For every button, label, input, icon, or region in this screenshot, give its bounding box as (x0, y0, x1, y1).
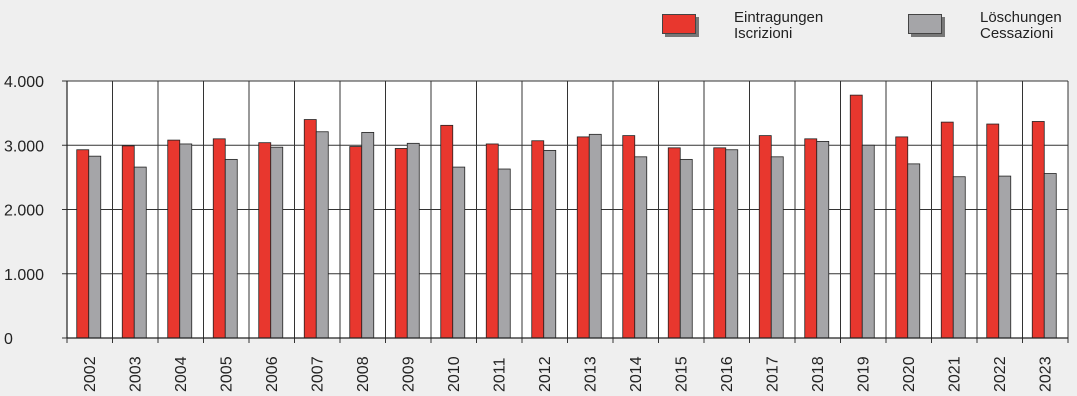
bar-eintragungen (850, 95, 862, 338)
bar-eintragungen (441, 125, 453, 338)
bar-loeschungen (589, 134, 601, 338)
x-tick-label: 2019 (855, 356, 872, 392)
bar-loeschungen (180, 144, 192, 338)
bar-eintragungen (805, 139, 817, 338)
bar-loeschungen (817, 141, 829, 338)
bar-eintragungen (168, 140, 180, 338)
bar-loeschungen (134, 167, 146, 338)
bar-eintragungen (987, 124, 999, 338)
bar-loeschungen (407, 143, 419, 338)
bar-eintragungen (941, 122, 953, 338)
bar-loeschungen (225, 159, 237, 338)
x-tick-label: 2005 (218, 356, 235, 392)
x-tick-label: 2006 (264, 356, 281, 392)
x-tick-label: 2020 (901, 356, 918, 392)
bar-loeschungen (1044, 174, 1056, 338)
x-tick-label: 2023 (1037, 356, 1054, 392)
x-tick-label: 2013 (582, 356, 599, 392)
x-tick-label: 2021 (946, 356, 963, 392)
bar-eintragungen (77, 150, 89, 338)
bar-loeschungen (635, 157, 647, 338)
x-tick-label: 2018 (810, 356, 827, 392)
y-tick-label: 1.000 (4, 267, 44, 284)
x-tick-label: 2002 (82, 356, 99, 392)
bar-eintragungen (896, 137, 908, 338)
bar-eintragungen (623, 136, 635, 338)
y-tick-label: 3.000 (4, 138, 44, 155)
x-tick-label: 2017 (764, 356, 781, 392)
y-tick-label: 4.000 (4, 74, 44, 91)
bar-loeschungen (453, 167, 465, 338)
y-tick-label: 2.000 (4, 203, 44, 220)
x-tick-label: 2016 (719, 356, 736, 392)
bar-eintragungen (532, 141, 544, 338)
bar-eintragungen (350, 147, 362, 338)
x-tick-label: 2022 (992, 356, 1009, 392)
x-tick-label: 2009 (400, 356, 417, 392)
bar-loeschungen (908, 164, 920, 338)
x-tick-label: 2007 (309, 356, 326, 392)
x-tick-label: 2010 (446, 356, 463, 392)
bar-loeschungen (999, 176, 1011, 338)
x-tick-label: 2008 (355, 356, 372, 392)
bar-loeschungen (953, 177, 965, 338)
bar-loeschungen (544, 150, 556, 338)
x-tick-label: 2011 (491, 357, 508, 392)
bar-loeschungen (362, 132, 374, 338)
bar-eintragungen (304, 120, 316, 338)
bar-eintragungen (395, 148, 407, 338)
bar-loeschungen (862, 145, 874, 338)
bar-eintragungen (122, 146, 134, 338)
bar-loeschungen (680, 159, 692, 338)
bar-eintragungen (668, 148, 680, 338)
y-tick-label: 0 (4, 331, 13, 348)
x-tick-label: 2003 (127, 356, 144, 392)
bar-loeschungen (89, 156, 101, 338)
bar-loeschungen (726, 150, 738, 338)
bar-loeschungen (316, 132, 328, 338)
bar-eintragungen (1032, 121, 1044, 338)
bar-eintragungen (213, 139, 225, 338)
bar-eintragungen (259, 143, 271, 338)
bar-eintragungen (759, 136, 771, 338)
x-tick-label: 2014 (628, 356, 645, 392)
bar-loeschungen (498, 169, 510, 338)
x-tick-label: 2004 (173, 356, 190, 392)
bar-eintragungen (714, 148, 726, 338)
x-tick-label: 2012 (537, 356, 554, 392)
bar-loeschungen (271, 147, 283, 338)
bar-loeschungen (771, 157, 783, 338)
bar-eintragungen (577, 137, 589, 338)
x-tick-label: 2015 (673, 356, 690, 392)
bar-eintragungen (486, 144, 498, 338)
